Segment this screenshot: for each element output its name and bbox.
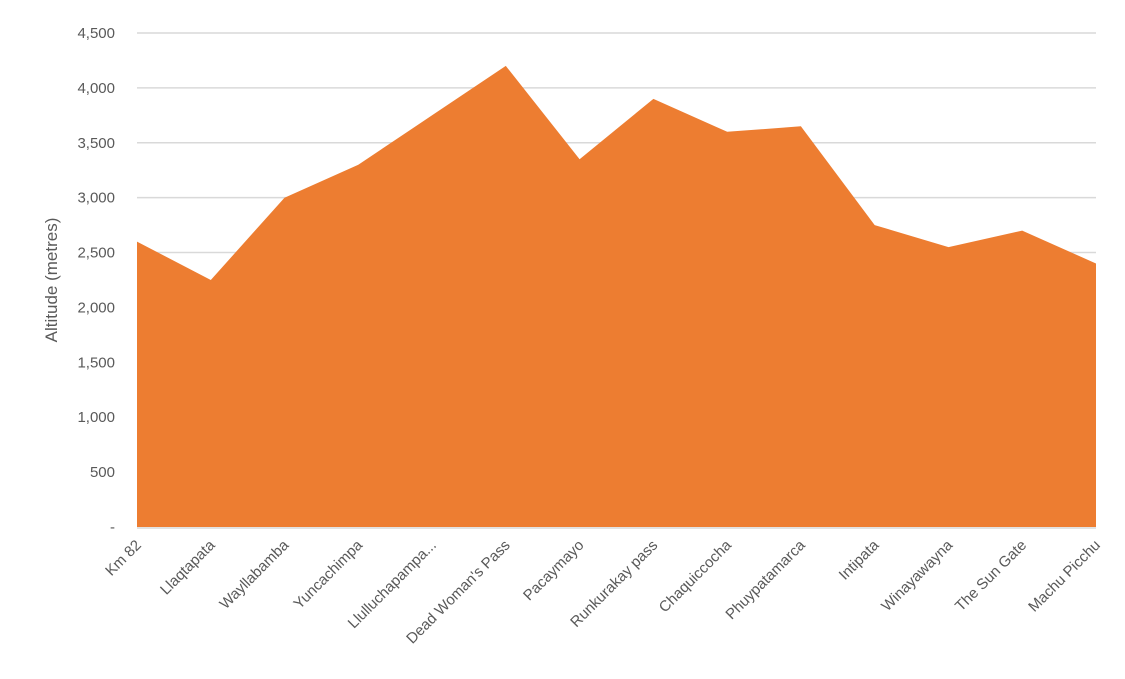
y-tick-label: 4,000 [77, 80, 115, 97]
y-tick-label: - [110, 519, 115, 536]
x-category-label: Machu Picchu [1025, 537, 1104, 616]
x-category-label: Intipata [836, 536, 883, 583]
x-category-label: Winayawayna [878, 536, 957, 615]
x-category-label: Chaquiccocha [656, 536, 736, 616]
x-category-label: Km 82 [102, 537, 145, 580]
x-category-label: Wayllabamba [216, 536, 292, 612]
x-category-label: The Sun Gate [952, 537, 1030, 615]
x-axis-category-labels: Km 82 LlaqtapataWayllabambaYuncachimpaLlu… [102, 536, 1104, 647]
y-tick-label: 1,000 [77, 409, 115, 426]
y-tick-label: 1,500 [77, 354, 115, 371]
y-tick-label: 500 [90, 464, 115, 481]
y-tick-label: 2,500 [77, 245, 115, 262]
y-tick-label: 4,500 [77, 25, 115, 42]
altitude-area [137, 65, 1096, 528]
y-tick-label: 3,000 [77, 190, 115, 207]
y-axis-title: Altitude (metres) [42, 218, 61, 343]
x-category-label: Llaqtapata [157, 536, 219, 598]
y-tick-label: 2,000 [77, 299, 115, 316]
x-category-label: Pacaymayo [520, 537, 587, 604]
x-category-label: Yuncachimpa [290, 536, 366, 612]
x-category-label: Phuypatamarca [722, 536, 809, 623]
y-tick-label: 3,500 [77, 135, 115, 152]
y-axis-tick-labels: - 500 1,000 1,500 2,000 2,500 3,000 3,500 4,000 4… [77, 25, 115, 536]
